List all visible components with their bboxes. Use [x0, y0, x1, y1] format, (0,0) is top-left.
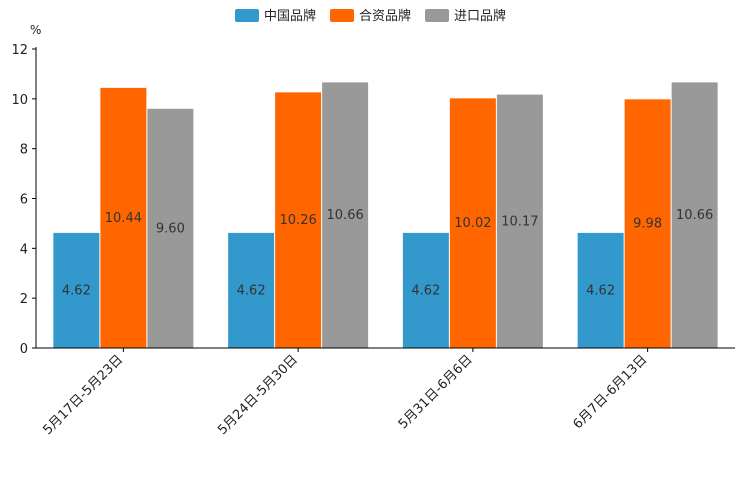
y-axis: 0 2 4 6 8 10 12 — [11, 43, 37, 357]
y-tick-label: 6 — [20, 193, 28, 208]
y-tick-label: 2 — [20, 292, 28, 307]
value-labels: 4.62 10.44 9.60 4.62 10.26 10.66 4.62 10.02 10.1… — [62, 208, 713, 298]
y-tick-label: 4 — [20, 242, 28, 257]
bar — [577, 232, 624, 348]
legend-label-3: 进口品牌 — [454, 8, 506, 24]
value-label: 4.62 — [411, 283, 440, 298]
y-tick-label: 8 — [20, 143, 28, 158]
value-label: 10.44 — [105, 211, 142, 226]
legend-swatch-1 — [235, 9, 259, 22]
value-label: 10.02 — [454, 216, 491, 231]
bar — [53, 232, 100, 348]
bar — [100, 87, 147, 349]
x-axis: 5月17日-5月23日 5月24日-5月30日 5月31日-6月6日 6月7日-6月1… — [36, 347, 735, 438]
value-label: 9.98 — [633, 217, 662, 232]
value-label: 10.66 — [327, 208, 364, 223]
value-label: 10.17 — [501, 214, 538, 229]
y-axis-unit-label: % — [30, 23, 41, 37]
value-label: 4.62 — [586, 283, 615, 298]
bar — [147, 108, 194, 348]
bar — [671, 82, 718, 348]
bar — [275, 92, 322, 348]
bar — [228, 232, 275, 348]
bar — [402, 232, 449, 348]
x-tick-label: 5月17日-5月23日 — [40, 352, 126, 438]
x-tick-label: 5月31日-6月6日 — [396, 352, 476, 432]
bar — [449, 98, 496, 349]
legend-label-1: 中国品牌 — [264, 8, 316, 24]
bar — [624, 99, 671, 348]
bar — [322, 82, 369, 348]
value-label: 4.62 — [62, 283, 91, 298]
x-tick-label: 5月24日-5月30日 — [215, 352, 301, 438]
bars — [53, 82, 718, 349]
value-label: 9.60 — [156, 221, 185, 236]
legend-swatch-2 — [330, 9, 354, 22]
value-label: 10.26 — [280, 213, 317, 228]
value-label: 10.66 — [676, 208, 713, 223]
bar — [496, 94, 543, 348]
y-tick-label: 0 — [20, 342, 28, 357]
y-tick-label: 12 — [11, 43, 28, 58]
value-label: 4.62 — [237, 283, 266, 298]
legend: 中国品牌 合资品牌 进口品牌 — [235, 8, 506, 24]
legend-swatch-3 — [425, 9, 449, 22]
y-tick-label: 10 — [11, 93, 28, 108]
x-tick-label: 6月7日-6月13日 — [571, 352, 651, 432]
legend-label-2: 合资品牌 — [359, 8, 411, 24]
